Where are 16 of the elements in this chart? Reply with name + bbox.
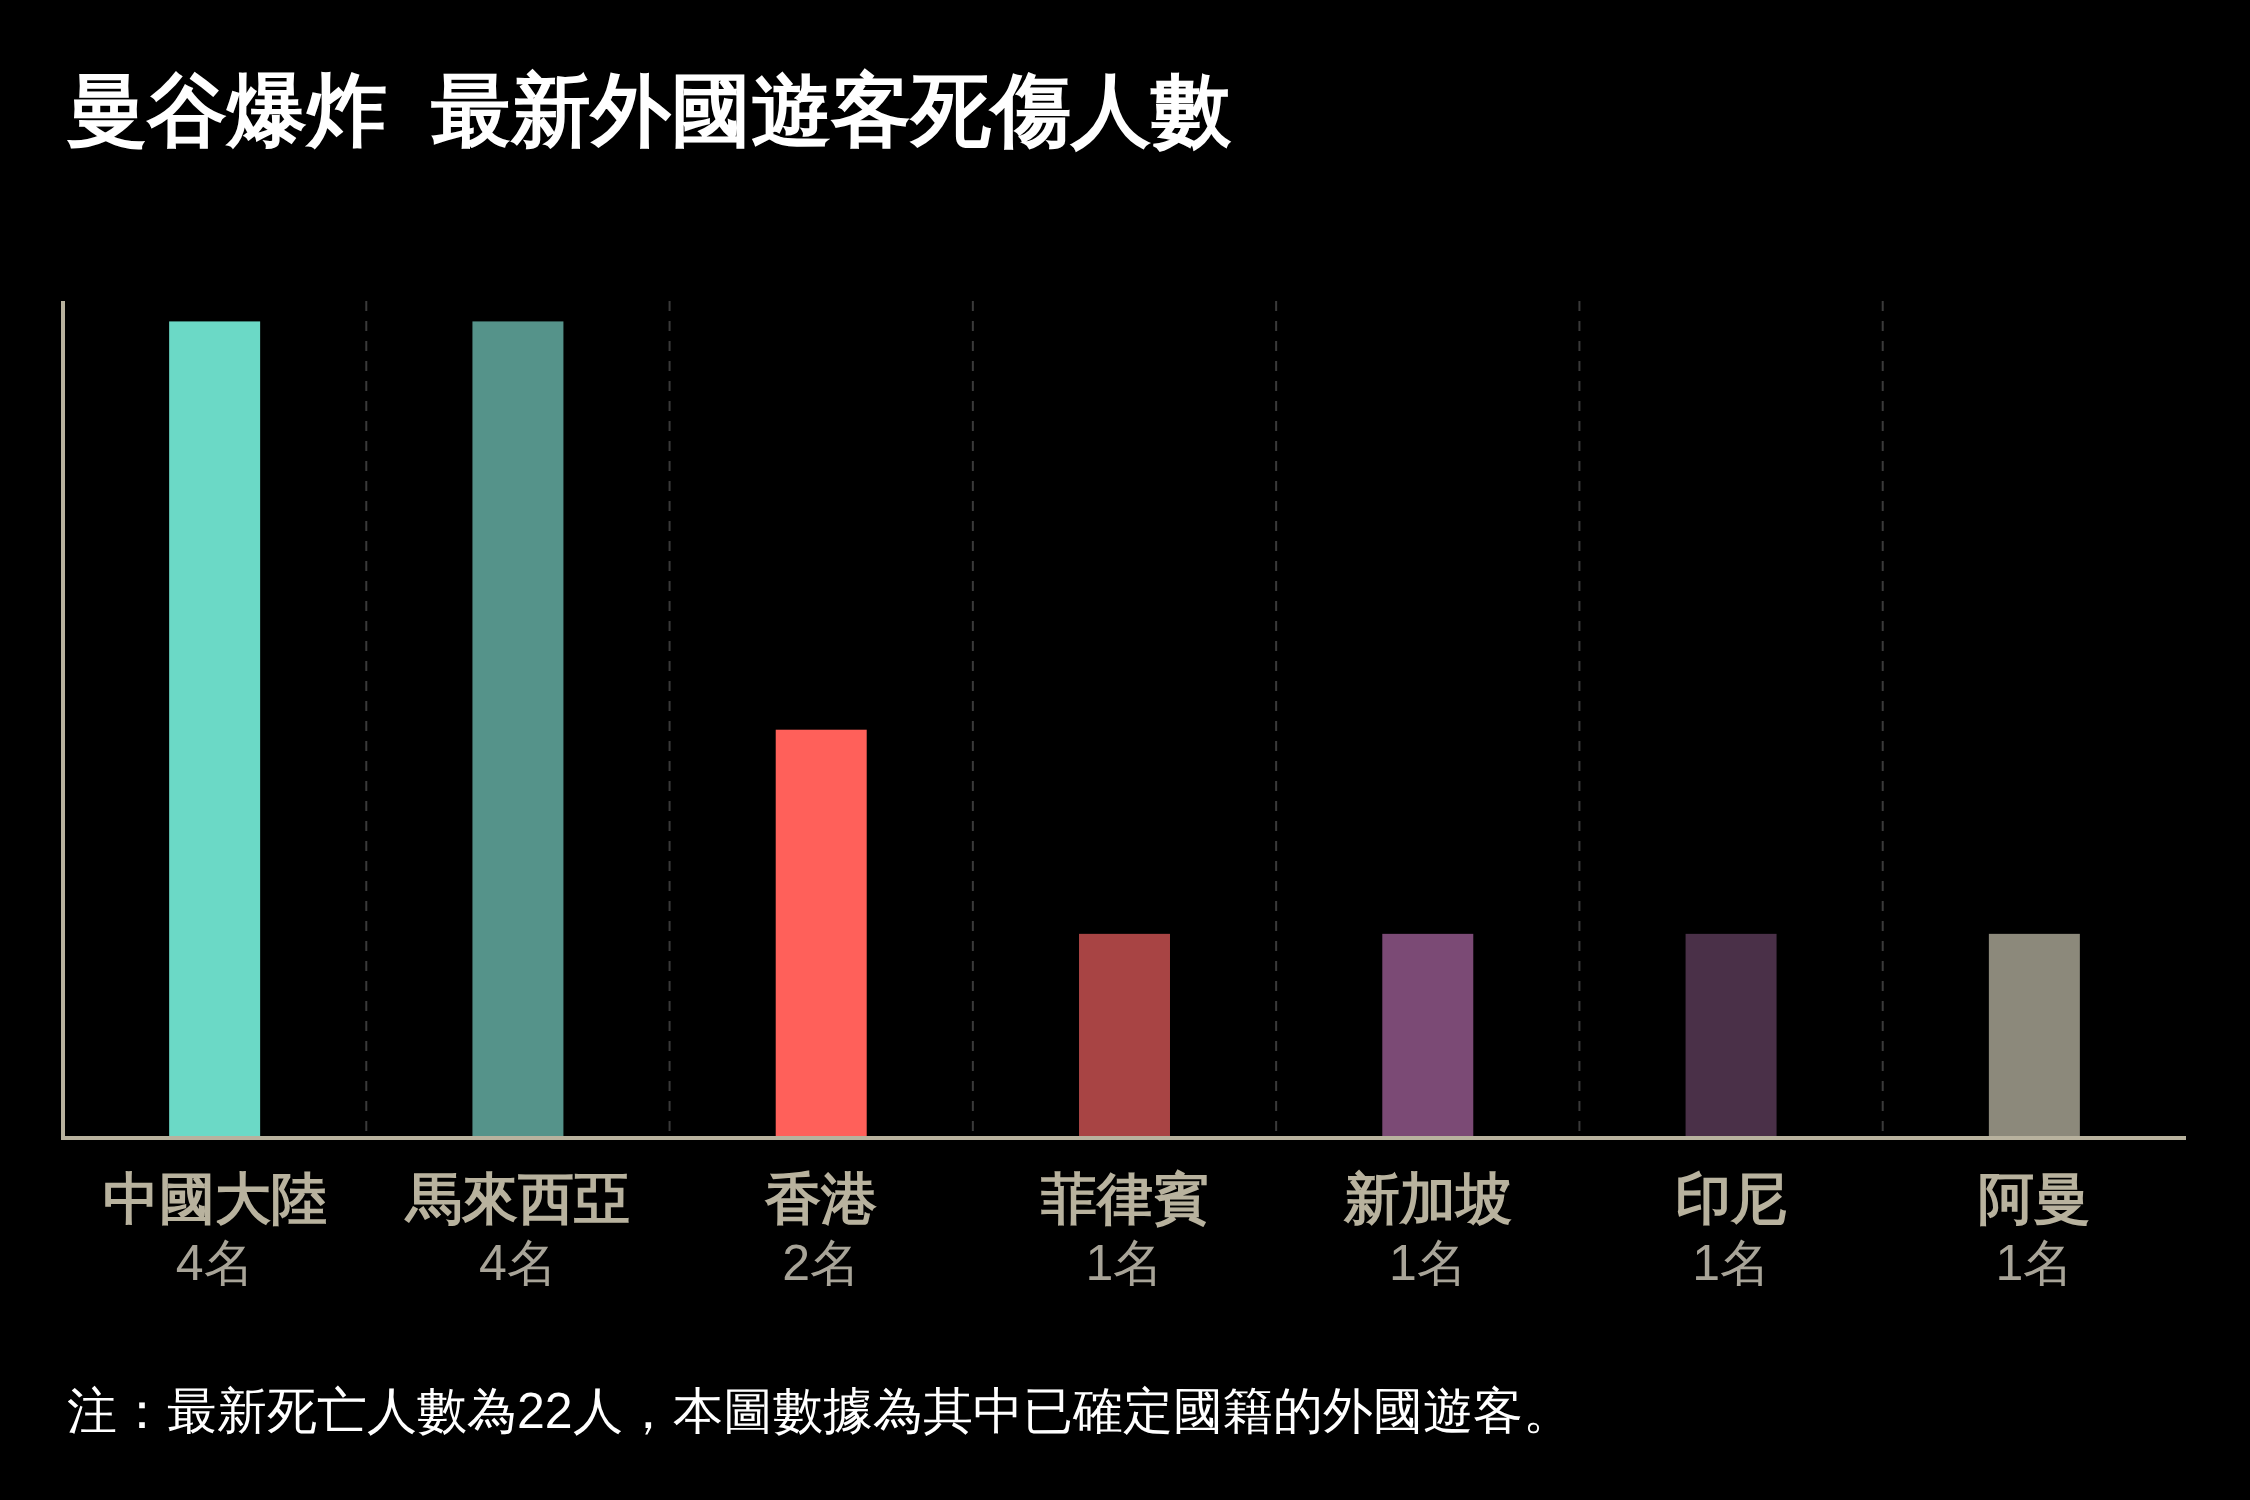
- value-label: 1名: [1085, 1235, 1164, 1291]
- value-label: 4名: [479, 1235, 557, 1291]
- x-tick-label: 中國大陸: [102, 1167, 327, 1230]
- annotation: 注：最新死亡人數為22人，本圖數據為其中已確定國籍的外國遊客。: [67, 1383, 1573, 1439]
- x-tick-label: 新加坡: [1343, 1167, 1512, 1230]
- x-tick-label: 阿曼: [1978, 1167, 2091, 1230]
- x-tick-label: 香港: [765, 1167, 878, 1230]
- x-tick-label: 馬來西亞: [405, 1167, 630, 1230]
- value-label: 4名: [175, 1235, 254, 1291]
- value-label: 1名: [1692, 1235, 1770, 1291]
- value-label: 1名: [1995, 1235, 2074, 1291]
- value-label: 1名: [1388, 1235, 1467, 1291]
- x-tick-label: 菲律賓: [1040, 1167, 1209, 1230]
- value-label: 2名: [782, 1235, 861, 1291]
- title: 曼谷爆炸 最新外國遊客死傷人數: [67, 66, 1232, 155]
- x-tick-label: 印尼: [1675, 1167, 1788, 1230]
